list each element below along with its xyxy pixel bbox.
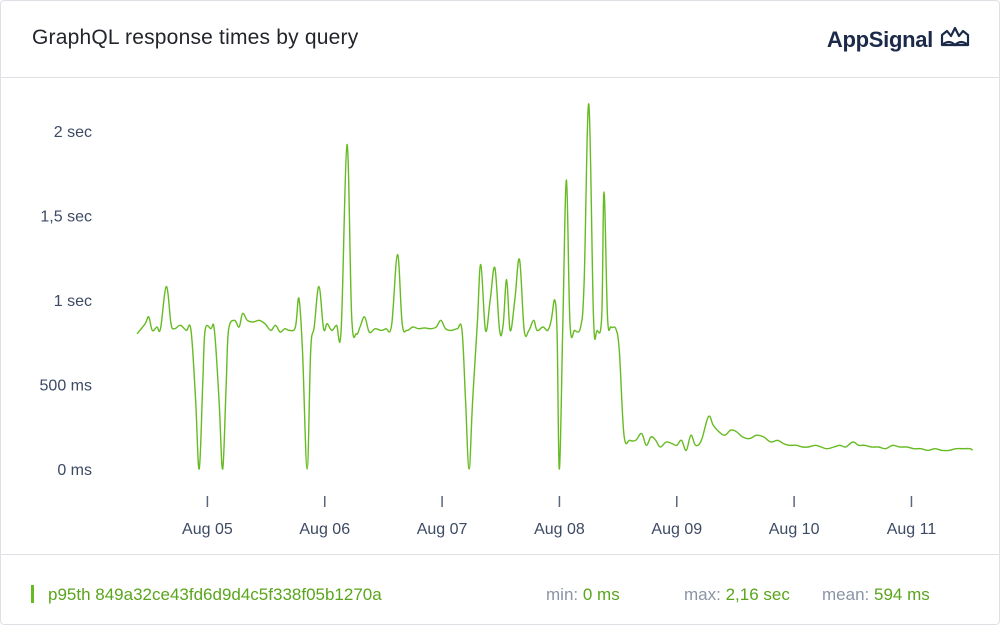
chart-title: GraphQL response times by query	[32, 26, 359, 49]
brand-name: AppSignal	[826, 26, 933, 52]
y-tick-label: 1,5 sec	[40, 209, 92, 226]
y-tick-label: 1 sec	[54, 293, 92, 310]
y-tick-label: 500 ms	[40, 378, 92, 395]
brand-logo: AppSignal	[827, 25, 971, 54]
stat-min-value: 0 ms	[582, 585, 620, 604]
chart-footer: p95th 849a32ce43fd6d9d4c5f338f05b1270a m…	[1, 554, 999, 625]
x-tick-label: Aug 07	[417, 521, 468, 538]
x-tick-label: Aug 05	[182, 521, 233, 538]
x-tick-label: Aug 10	[769, 521, 820, 538]
series-line[interactable]	[136, 103, 973, 470]
stat-max-label: max:	[684, 585, 721, 604]
stat-max-value: 2,16 sec	[725, 585, 790, 604]
x-tick-label: Aug 11	[887, 521, 937, 538]
stat-mean-label: mean:	[822, 585, 870, 604]
stat-mean: mean: 594 ms	[822, 585, 930, 605]
appsignal-logo-icon	[939, 25, 971, 54]
chart-area: 0 ms 500 ms 1 sec 1,5 sec 2 sec Aug 05 Aug 06 A…	[1, 78, 999, 553]
stat-min-label: min:	[546, 585, 579, 604]
y-tick-label: 2 sec	[54, 124, 92, 141]
x-tick-label: Aug 09	[651, 521, 702, 538]
legend-swatch	[31, 585, 34, 603]
x-tick-label: Aug 08	[534, 521, 585, 538]
card-header: GraphQL response times by query AppSigna…	[1, 1, 999, 78]
stat-mean-value: 594 ms	[873, 585, 930, 604]
line-chart: 0 ms 500 ms 1 sec 1,5 sec 2 sec Aug 05 Aug 06 A…	[40, 103, 973, 538]
stat-max: max: 2,16 sec	[684, 585, 790, 605]
y-tick-label: 0 ms	[57, 462, 92, 479]
x-tick-label: Aug 06	[299, 521, 350, 538]
legend-series-label[interactable]: p95th 849a32ce43fd6d9d4c5f338f05b1270a	[48, 585, 382, 604]
stat-min: min: 0 ms	[546, 585, 620, 605]
